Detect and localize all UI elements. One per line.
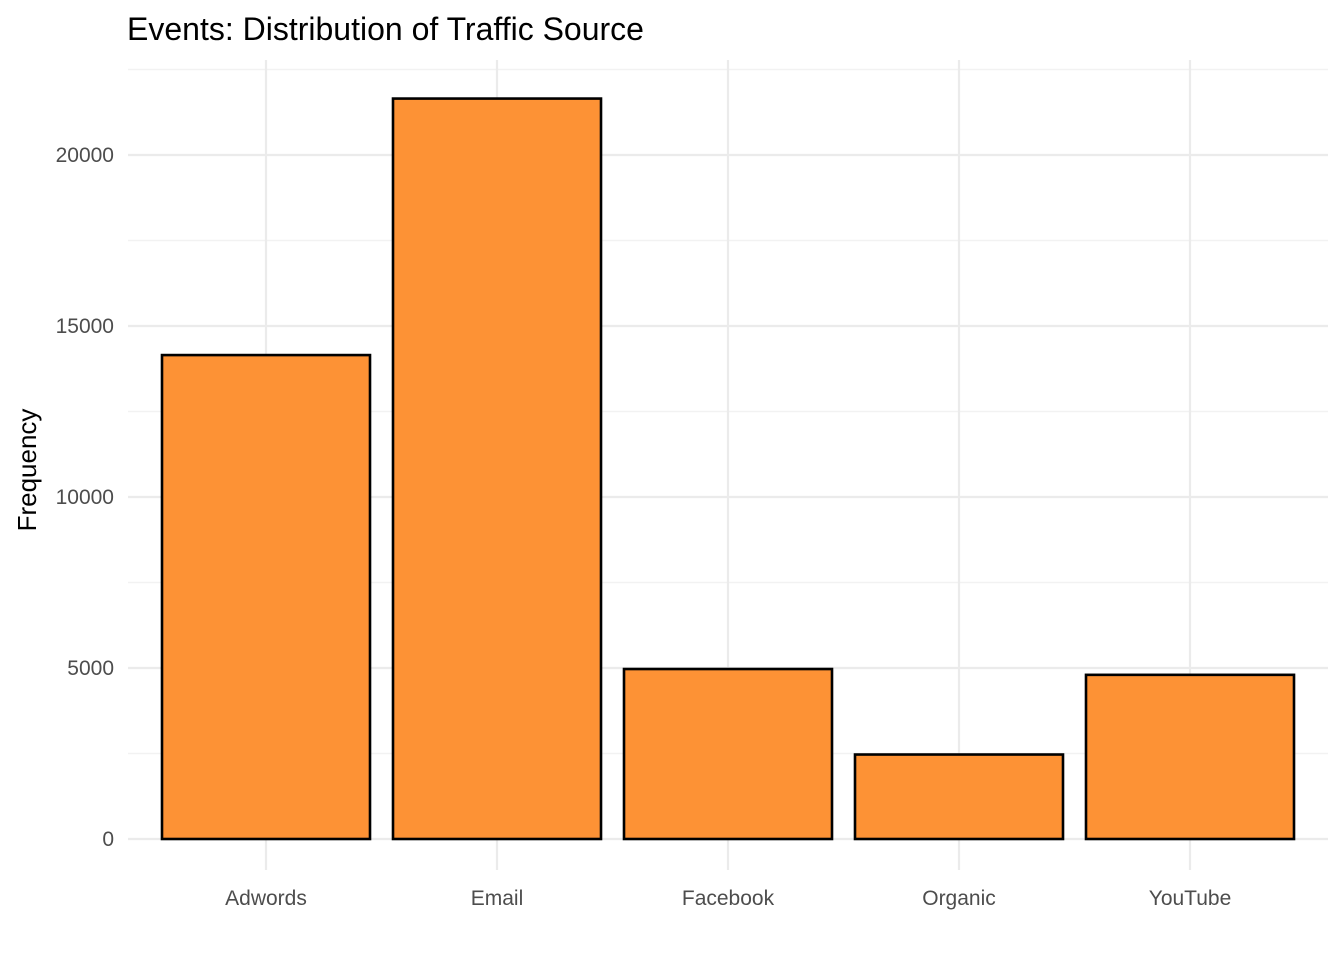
- bars: [160, 97, 1296, 841]
- x-tick-label: YouTube: [1149, 887, 1232, 910]
- y-tick-label: 5000: [67, 657, 114, 680]
- y-tick-label: 20000: [56, 144, 114, 167]
- y-axis-ticks: 0 5000 10000 15000 20000: [56, 144, 114, 851]
- bar-facebook: [622, 667, 834, 841]
- bar-organic: [853, 753, 1065, 841]
- y-tick-label: 15000: [56, 315, 114, 338]
- x-axis-ticks: Adwords Email Facebook Organic YouTube: [225, 887, 1231, 910]
- bar-email: [391, 97, 603, 841]
- x-tick-label: Adwords: [225, 887, 307, 910]
- chart-title: Events: Distribution of Traffic Source: [127, 11, 644, 47]
- y-tick-label: 10000: [56, 486, 114, 509]
- bar-youtube: [1084, 673, 1296, 841]
- x-tick-label: Facebook: [682, 887, 775, 910]
- y-axis-label: Frequency: [12, 409, 42, 532]
- bar-adwords: [160, 353, 372, 841]
- y-tick-label: 0: [102, 828, 114, 851]
- x-tick-label: Email: [471, 887, 524, 910]
- x-tick-label: Organic: [922, 887, 996, 910]
